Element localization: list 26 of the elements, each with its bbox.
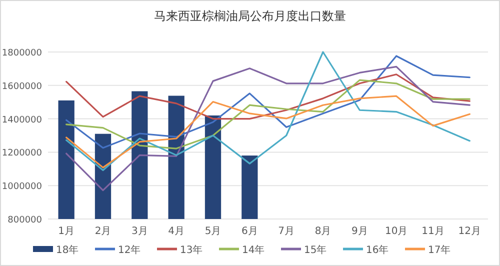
legend-label: 17年	[428, 244, 451, 256]
x-tick-label: 3月	[131, 226, 148, 237]
y-tick-label: 1000000	[2, 182, 42, 192]
x-tick-label: 7月	[278, 226, 295, 237]
legend-label: 13年	[180, 244, 203, 256]
legend-label: 14年	[242, 244, 265, 256]
y-tick-label: 1600000	[2, 82, 42, 92]
y-tick-label: 800000	[8, 216, 42, 226]
x-tick-label: 2月	[94, 226, 112, 237]
x-tick-label: 11月	[422, 226, 444, 237]
y-tick-label: 1400000	[2, 115, 42, 126]
legend-label: 15年	[304, 244, 327, 256]
legend-label: 16年	[366, 244, 389, 256]
y-tick-label: 1200000	[2, 148, 42, 159]
x-tick-label: 4月	[168, 226, 185, 237]
chart-title: 马来西亚棕榈油局公布月度出口数量	[154, 9, 346, 23]
y-tick-label: 1800000	[2, 48, 42, 58]
x-tick-label: 12月	[458, 226, 482, 237]
x-tick-label: 6月	[241, 226, 258, 237]
x-tick-label: 1月	[58, 226, 75, 237]
x-tick-label: 5月	[204, 226, 222, 237]
legend-label: 18年	[56, 244, 79, 256]
x-tick-label: 9月	[351, 226, 368, 237]
legend-label: 12年	[118, 244, 141, 256]
x-tick-label: 10月	[384, 226, 408, 237]
x-tick-label: 8月	[314, 226, 332, 237]
